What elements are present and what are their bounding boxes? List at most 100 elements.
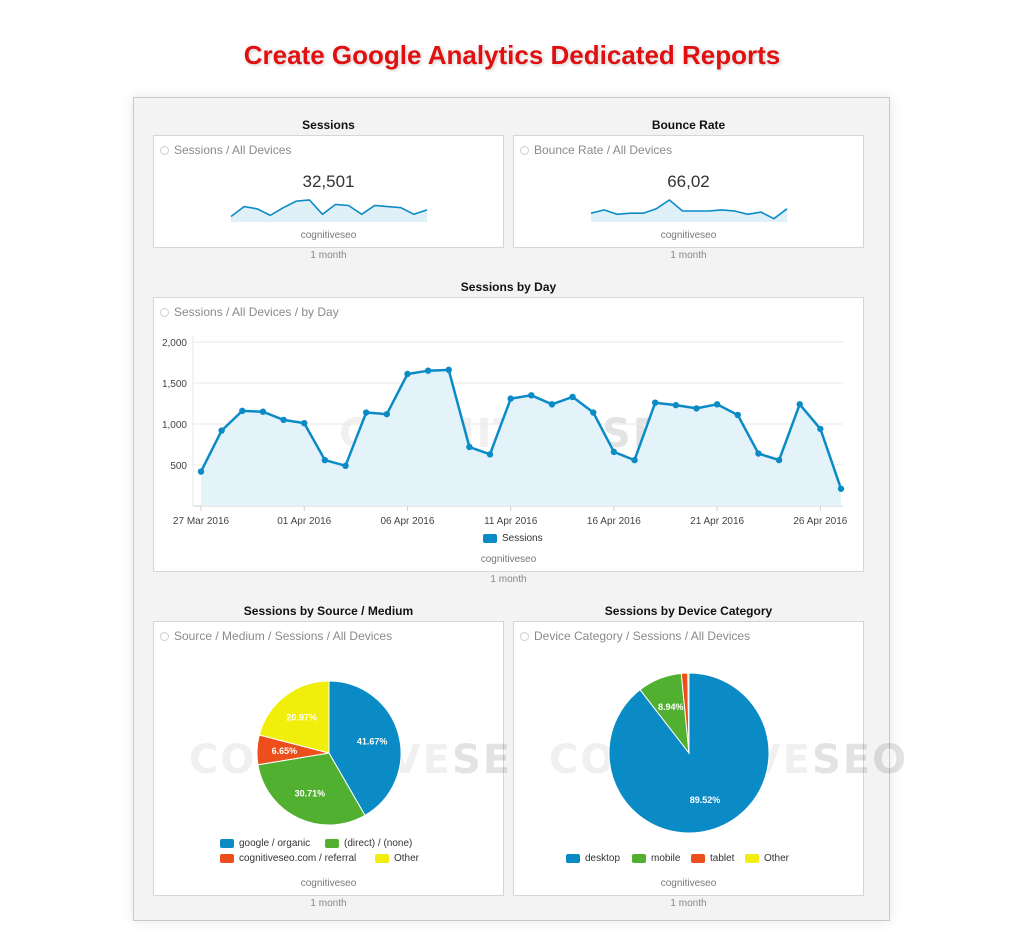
sessions-card[interactable]: Sessions / All Devices 32,501 cognitives…: [153, 135, 504, 248]
bounce-value: 66,02: [667, 172, 710, 191]
pie-slice-label: 6.65%: [272, 746, 298, 756]
data-point: [280, 416, 287, 424]
circle-icon: [520, 145, 529, 155]
by-day-card-label: Sessions / All Devices / by Day: [174, 305, 339, 319]
data-point: [775, 456, 783, 464]
data-point: [651, 399, 659, 406]
sessions-by-day-chart: 500 1,000 1,500 2,000 27 Mar 2016 01 Apr 2016…: [162, 336, 848, 527]
data-point: [301, 419, 308, 427]
data-point: [528, 392, 535, 399]
legend-item-desktop[interactable]: desktop: [566, 853, 620, 864]
bounce-sparkline: [590, 199, 788, 222]
circle-icon: [160, 631, 169, 641]
data-point: [672, 401, 680, 409]
data-point: [817, 425, 824, 433]
device-widget-title: Sessions by Device Category: [604, 604, 773, 618]
x-tick-label: 01 Apr 2016: [277, 516, 331, 527]
circle-icon: [160, 307, 169, 317]
y-tick-label: 1,000: [162, 420, 187, 431]
by-day-widget-title: Sessions by Day: [460, 280, 557, 294]
sparkline-line: [230, 199, 428, 218]
data-point: [796, 401, 803, 408]
sessions-line: [199, 368, 843, 490]
pie-slice: [328, 680, 402, 817]
data-point: [507, 395, 514, 402]
legend-swatch: [566, 854, 580, 863]
sessions-period: 1 month: [310, 250, 347, 261]
data-point: [404, 370, 411, 378]
legend-swatch: [325, 839, 339, 848]
source-medium-brand: cognitiveseo: [300, 878, 357, 889]
x-tick-label: 06 Apr 2016: [380, 516, 434, 527]
pie-slice-label: 89.52%: [690, 795, 721, 805]
legend-item-other[interactable]: Other: [375, 853, 419, 864]
sessions-card-label: Sessions / All Devices: [174, 143, 292, 157]
data-point: [713, 401, 721, 408]
device-brand: cognitiveseo: [660, 878, 717, 889]
data-point: [610, 448, 618, 456]
device-card[interactable]: Device Category / Sessions / All Devices…: [513, 621, 906, 896]
bounce-card[interactable]: Bounce Rate / All Devices 66,02 cognitiv…: [513, 135, 864, 248]
device-card-label-row: Device Category / Sessions / All Devices: [520, 629, 750, 643]
data-point: [837, 485, 845, 492]
data-point: [239, 407, 246, 415]
by-day-brand: cognitiveseo: [480, 554, 537, 565]
by-day-card[interactable]: Sessions / All Devices / by Day COGNITIV…: [153, 297, 864, 572]
data-point: [383, 410, 391, 418]
data-point: [569, 393, 576, 401]
sessions-card-label-row: Sessions / All Devices: [160, 143, 291, 157]
device-pie-chart: 89.52% 8.94%: [608, 672, 770, 834]
data-point: [548, 401, 556, 408]
bounce-card-label-row: Bounce Rate / All Devices: [520, 143, 672, 157]
source-medium-legend: google / organic (direct) / (none) cogni…: [154, 838, 503, 868]
legend-swatch: [220, 839, 234, 848]
x-tick-label: 16 Apr 2016: [587, 516, 641, 527]
bounce-period: 1 month: [670, 250, 707, 261]
circle-icon: [160, 145, 169, 155]
legend-item-cognitiveseo-referral[interactable]: cognitiveseo.com / referral: [220, 853, 356, 864]
data-point: [466, 443, 473, 451]
source-medium-card-label: Source / Medium / Sessions / All Devices: [174, 629, 393, 643]
circle-icon: [520, 631, 529, 641]
x-tick-label: 27 Mar 2016: [173, 516, 230, 527]
device-legend: desktop mobile tablet Other: [514, 853, 863, 867]
device-period: 1 month: [670, 898, 707, 909]
pie-slice-label: 41.67%: [357, 736, 388, 746]
sessions-widget-title: Sessions: [302, 118, 355, 132]
data-point: [590, 409, 597, 416]
source-medium-pie-chart: 41.67% 30.71% 6.65% 20.97%: [256, 680, 402, 826]
source-medium-card-label-row: Source / Medium / Sessions / All Devices: [160, 629, 392, 643]
data-point: [321, 456, 329, 464]
data-point: [218, 427, 225, 434]
by-day-legend-item[interactable]: Sessions: [483, 533, 543, 544]
data-point: [259, 408, 267, 415]
legend-swatch: [745, 854, 759, 863]
legend-label: tablet: [710, 853, 735, 864]
legend-swatch: [691, 854, 705, 863]
x-tick-label: 11 Apr 2016: [484, 516, 538, 527]
bounce-widget-title: Bounce Rate: [651, 118, 726, 132]
sessions-value: 32,501: [302, 172, 355, 191]
by-day-period: 1 month: [490, 574, 527, 585]
x-tick-label: 21 Apr 2016: [690, 516, 744, 527]
source-medium-widget-title: Sessions by Source / Medium: [243, 604, 414, 618]
source-medium-card[interactable]: Source / Medium / Sessions / All Devices…: [153, 621, 546, 896]
data-point: [197, 468, 205, 475]
data-point: [342, 462, 349, 470]
sessions-area: [201, 369, 841, 506]
legend-item-mobile[interactable]: mobile: [632, 853, 680, 864]
sparkline-area: [231, 200, 427, 222]
legend-item-direct-none[interactable]: (direct) / (none): [325, 838, 412, 849]
pie-slice: [258, 680, 330, 754]
legend-item-other[interactable]: Other: [745, 853, 789, 864]
y-tick-label: 500: [170, 461, 187, 472]
x-tick-label: 26 Apr 2016: [793, 516, 847, 527]
legend-item-tablet[interactable]: tablet: [691, 853, 734, 864]
by-day-card-label-row: Sessions / All Devices / by Day: [160, 305, 339, 319]
legend-label: Other: [394, 853, 420, 864]
bounce-brand: cognitiveseo: [660, 230, 717, 241]
legend-label: google / organic: [239, 838, 311, 849]
data-point: [424, 367, 432, 374]
pie-slice-label: 8.94%: [658, 702, 684, 712]
legend-item-google-organic[interactable]: google / organic: [220, 838, 310, 849]
